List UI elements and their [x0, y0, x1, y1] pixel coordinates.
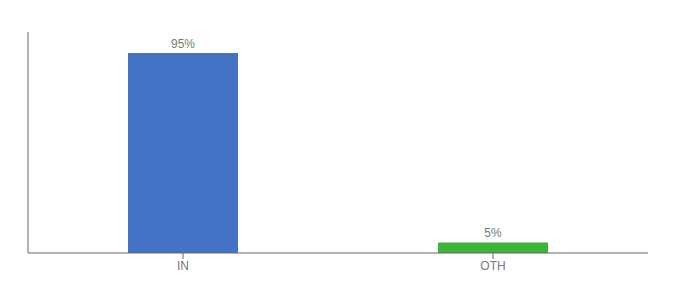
- svg-text:IN: IN: [177, 259, 189, 273]
- svg-text:5%: 5%: [484, 226, 502, 240]
- svg-text:95%: 95%: [171, 37, 195, 51]
- svg-text:OTH: OTH: [480, 259, 505, 273]
